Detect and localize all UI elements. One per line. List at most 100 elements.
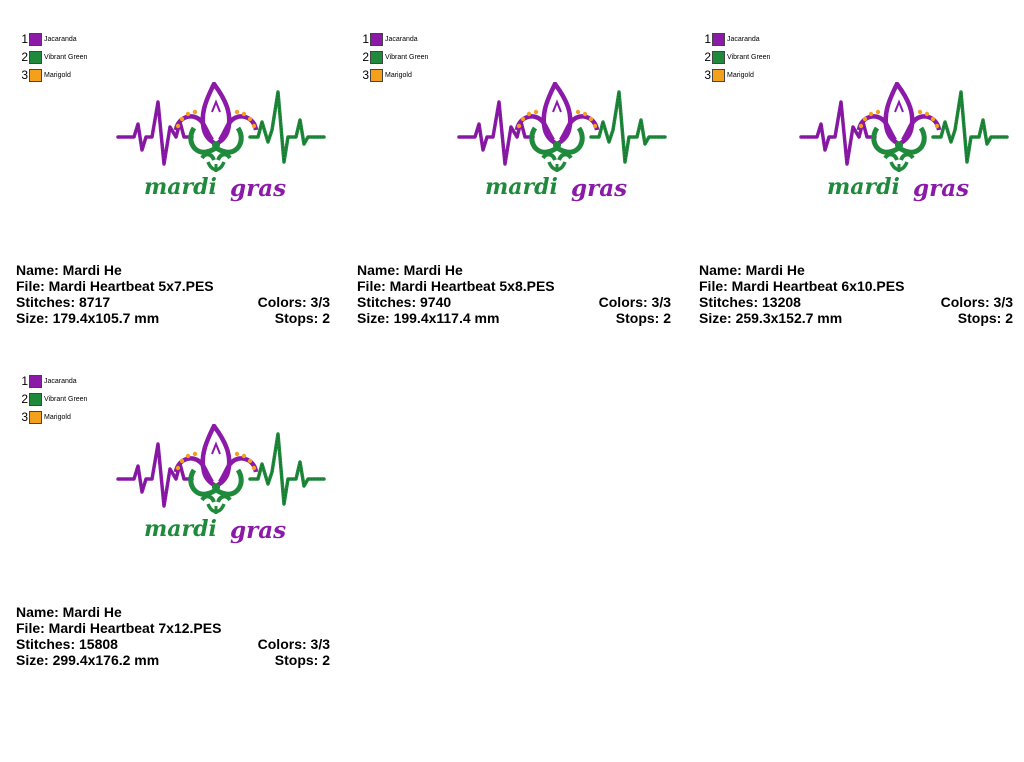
legend-color-name: Jacaranda [727,35,760,43]
legend-row: 1 Jacaranda [361,30,428,48]
design-file: File: Mardi Heartbeat 5x8.PES [357,278,555,294]
fleur-de-lis-icon [173,424,259,514]
color-swatch [712,68,725,82]
embroidery-design-preview: mardi gras [116,82,326,202]
color-swatch [712,32,725,46]
heartbeat-line-right-icon [248,432,326,506]
legend-number: 1 [362,32,369,46]
legend-number: 3 [21,410,28,424]
heartbeat-line-right-icon [589,90,667,164]
design-name: Name: Mardi He [357,262,463,278]
legend-number: 3 [21,68,28,82]
bead-dots-icon [175,451,257,471]
color-legend: 1 Jacaranda 2 Vibrant Green 3 Marigold [20,372,87,426]
legend-row: 1 Jacaranda [20,30,87,48]
stitches-row: Stitches: 9740 Colors: 3/3 [357,294,671,310]
legend-number: 1 [21,32,28,46]
legend-color-name: Marigold [44,413,71,421]
design-size: Size: 199.4x117.4 mm [357,310,500,326]
legend-row: 3 Marigold [20,408,87,426]
file-row: File: Mardi Heartbeat 5x8.PES [357,278,671,294]
legend-row: 2 Vibrant Green [20,390,87,408]
color-swatch [29,392,42,406]
bead-dots-icon [516,109,598,129]
legend-row: 2 Vibrant Green [361,48,428,66]
file-row: File: Mardi Heartbeat 6x10.PES [699,278,1013,294]
name-row: Name: Mardi He [357,262,671,278]
legend-number: 1 [21,374,28,388]
legend-number: 2 [21,50,28,64]
embroidery-design-preview: mardi gras [799,82,1009,202]
color-swatch [29,68,42,82]
size-row: Size: 299.4x176.2 mm Stops: 2 [16,652,330,668]
design-card: 1 Jacaranda 2 Vibrant Green 3 Marigold [699,30,1017,350]
color-swatch [29,50,42,64]
design-card: 1 Jacaranda 2 Vibrant Green 3 Marigold [16,30,334,350]
color-swatch [29,410,42,424]
design-size: Size: 299.4x176.2 mm [16,652,160,668]
heartbeat-line-left-icon [457,100,535,166]
stitch-count: Stitches: 15808 [16,636,118,652]
legend-row: 1 Jacaranda [20,372,87,390]
color-swatch [370,50,383,64]
embroidery-design-preview: mardi gras [116,424,326,544]
artwork-word-gras: gras [913,175,969,202]
legend-row: 3 Marigold [703,66,770,84]
design-name: Name: Mardi He [16,604,122,620]
artwork-word-mardi: mardi [485,174,558,200]
name-row: Name: Mardi He [16,262,330,278]
stitches-row: Stitches: 15808 Colors: 3/3 [16,636,330,652]
legend-color-name: Vibrant Green [44,53,88,61]
legend-number: 3 [362,68,369,82]
design-info: Name: Mardi He File: Mardi Heartbeat 5x8… [357,262,671,326]
artwork-word-mardi: mardi [827,174,900,200]
heartbeat-line-right-icon [931,90,1009,164]
color-count: Colors: 3/3 [257,636,330,652]
legend-number: 2 [362,50,369,64]
stitch-count: Stitches: 9740 [357,294,452,310]
artwork-word-gras: gras [230,175,286,202]
stitch-count: Stitches: 13208 [699,294,801,310]
size-row: Size: 259.3x152.7 mm Stops: 2 [699,310,1013,326]
color-count: Colors: 3/3 [257,294,330,310]
design-info: Name: Mardi He File: Mardi Heartbeat 5x7… [16,262,330,326]
legend-row: 2 Vibrant Green [703,48,770,66]
file-row: File: Mardi Heartbeat 7x12.PES [16,620,330,636]
legend-color-name: Marigold [44,71,71,79]
stop-count: Stops: 2 [957,310,1013,326]
legend-color-name: Vibrant Green [44,395,88,403]
heartbeat-line-left-icon [799,100,877,166]
size-row: Size: 199.4x117.4 mm Stops: 2 [357,310,671,326]
fleur-de-lis-icon [514,82,600,172]
color-swatch [370,32,383,46]
color-swatch [29,32,42,46]
design-file: File: Mardi Heartbeat 6x10.PES [699,278,905,294]
legend-number: 1 [704,32,711,46]
stitches-row: Stitches: 13208 Colors: 3/3 [699,294,1013,310]
color-swatch [370,68,383,82]
heartbeat-line-right-icon [248,90,326,164]
legend-row: 3 Marigold [20,66,87,84]
color-count: Colors: 3/3 [940,294,1013,310]
heartbeat-line-left-icon [116,442,194,508]
artwork-word-gras: gras [571,175,627,202]
stop-count: Stops: 2 [615,310,671,326]
fleur-de-lis-icon [173,82,259,172]
legend-row: 3 Marigold [361,66,428,84]
color-legend: 1 Jacaranda 2 Vibrant Green 3 Marigold [703,30,770,84]
color-legend: 1 Jacaranda 2 Vibrant Green 3 Marigold [361,30,428,84]
legend-color-name: Jacaranda [385,35,418,43]
legend-color-name: Jacaranda [44,377,77,385]
design-file: File: Mardi Heartbeat 5x7.PES [16,278,214,294]
legend-row: 1 Jacaranda [703,30,770,48]
name-row: Name: Mardi He [16,604,330,620]
stitch-count: Stitches: 8717 [16,294,111,310]
color-swatch [712,50,725,64]
artwork-word-mardi: mardi [144,516,217,542]
bead-dots-icon [858,109,940,129]
stop-count: Stops: 2 [274,652,330,668]
embroidery-design-preview: mardi gras [457,82,667,202]
color-count: Colors: 3/3 [598,294,671,310]
bead-dots-icon [175,109,257,129]
